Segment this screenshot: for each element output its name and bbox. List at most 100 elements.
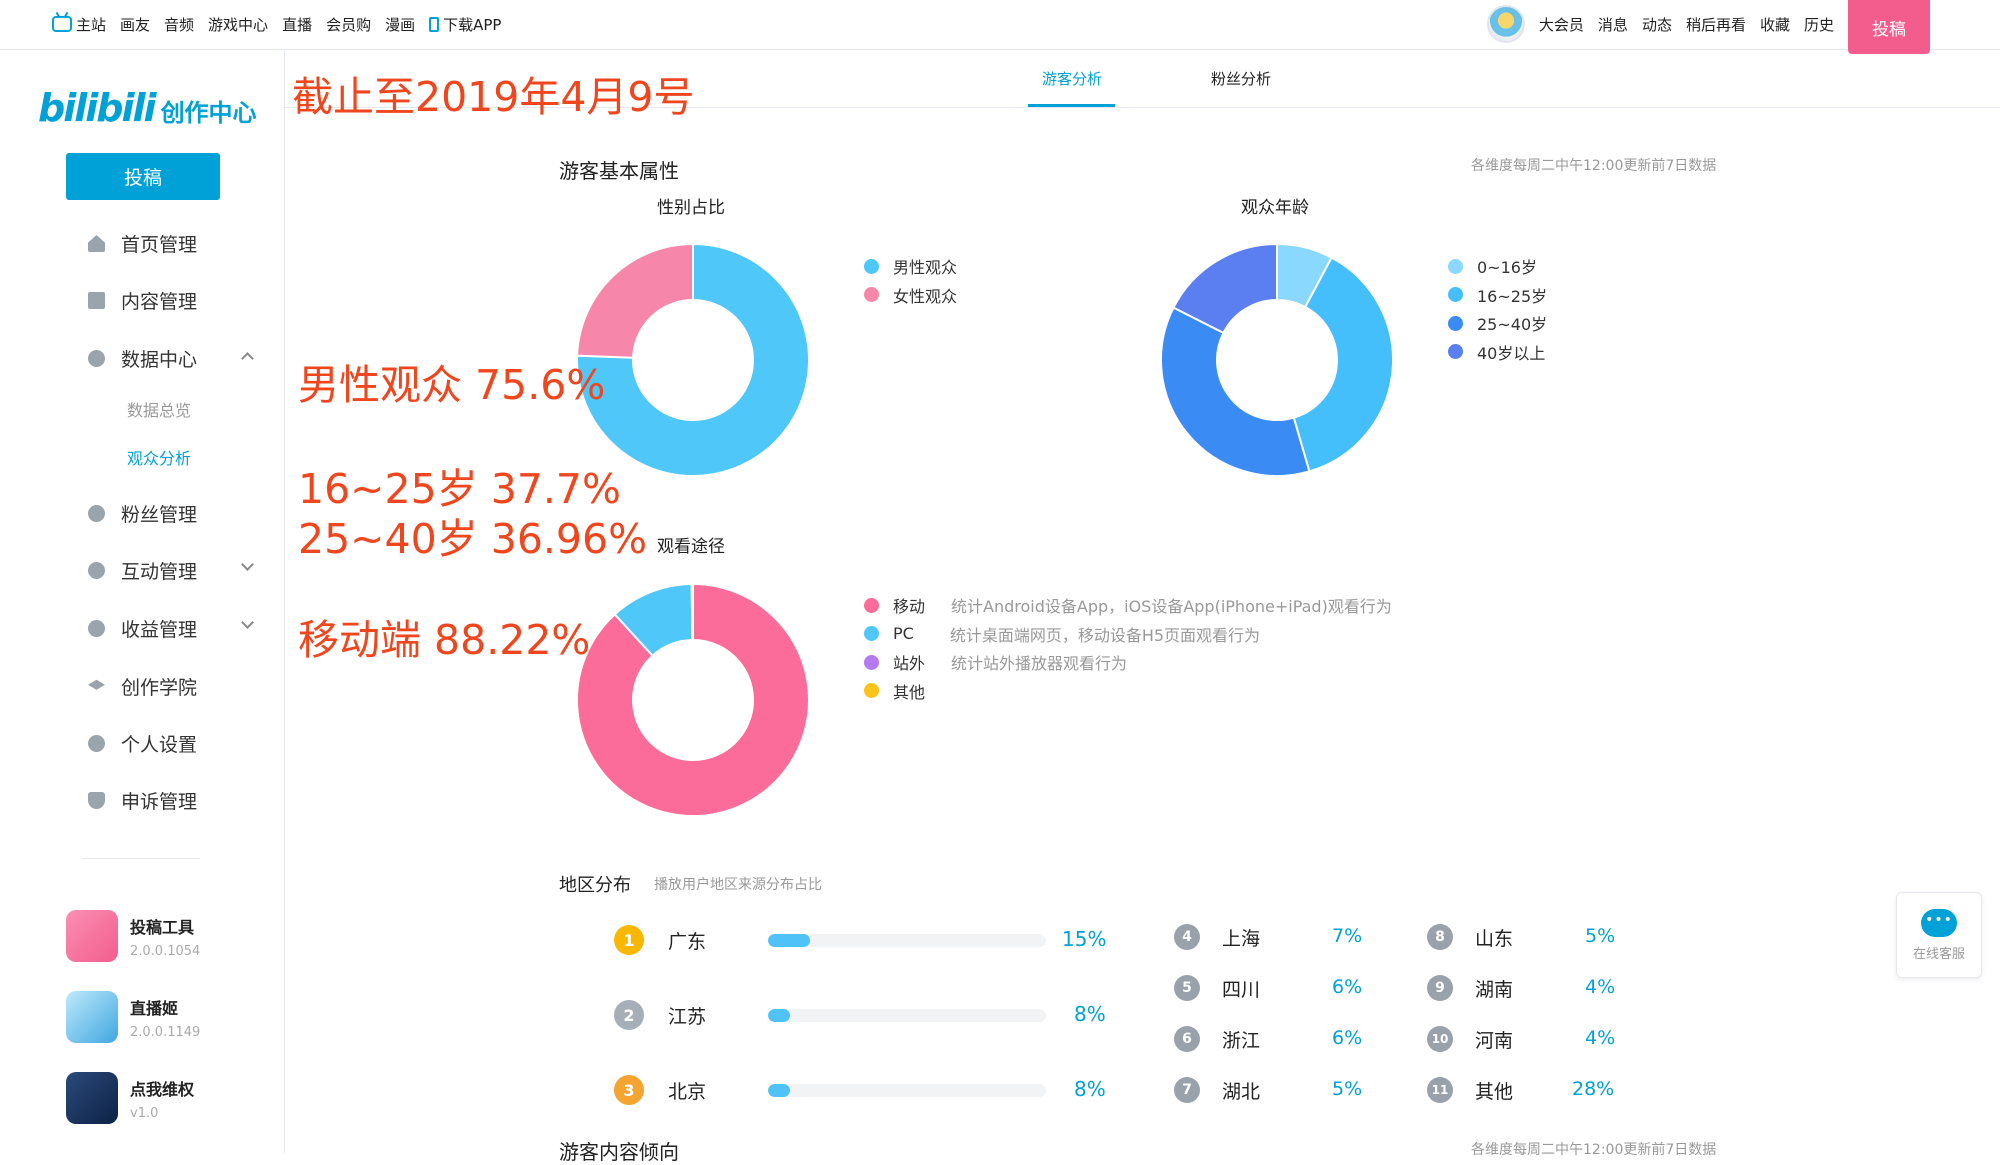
menu-label: 申诉管理: [121, 791, 198, 813]
live-tool-icon: [66, 991, 118, 1043]
nav-label: 直播: [282, 15, 313, 34]
tool-upload[interactable]: 投稿工具 2.0.0.1054: [66, 910, 200, 962]
legend-item-male[interactable]: 男性观众: [864, 252, 957, 281]
region-subtitle: 播放用户地区来源分布占比: [654, 877, 822, 893]
menu-label: 互动管理: [121, 561, 198, 583]
legend-description: 统计Android设备App，iOS设备App(iPhone+iPad)观看行为: [951, 597, 1392, 617]
annotation-date: 截止至2019年4月9号: [292, 73, 695, 121]
menu-appeal[interactable]: 申诉管理: [88, 787, 248, 814]
legend-label: 0~16岁: [1477, 258, 1537, 278]
section-title-region: 地区分布: [559, 875, 631, 896]
nav-messages[interactable]: 消息: [1597, 15, 1628, 34]
menu-content[interactable]: 内容管理: [88, 287, 248, 314]
nav-painter[interactable]: 画友: [120, 14, 150, 35]
region-percent: 5%: [1585, 925, 1616, 947]
donut-slice-移动[interactable]: [576, 582, 810, 817]
gender-legend: 男性观众 女性观众: [864, 252, 957, 309]
region-percent: 28%: [1572, 1078, 1615, 1100]
tabs-divider: [285, 107, 2000, 108]
submenu-data-overview[interactable]: 数据总览: [127, 401, 192, 420]
donut-slice-女性观众[interactable]: [576, 242, 694, 359]
legend-item-mobile[interactable]: 移动 统计Android设备App，iOS设备App(iPhone+iPad)观看…: [864, 591, 1392, 620]
rank-badge: 10: [1427, 1026, 1453, 1052]
menu-label: 粉丝管理: [121, 504, 198, 526]
donut-slice-其他[interactable]: [691, 582, 694, 642]
province-name: 江苏: [668, 1006, 707, 1028]
legend-item-female[interactable]: 女性观众: [864, 281, 957, 310]
menu-settings[interactable]: 个人设置: [88, 730, 248, 757]
menu-label: 个人设置: [121, 734, 198, 756]
home-icon: [88, 235, 105, 252]
legend-item-other[interactable]: 其他: [864, 677, 1392, 706]
menu-interaction[interactable]: 互动管理: [88, 557, 254, 584]
donut-slice-16~25岁[interactable]: [1292, 256, 1394, 473]
nav-manga[interactable]: 漫画: [385, 14, 415, 35]
rank-badge: 5: [1174, 975, 1200, 1001]
nav-audio[interactable]: 音频: [164, 14, 194, 35]
tool-live[interactable]: 直播姬 2.0.0.1149: [66, 991, 200, 1043]
nav-live[interactable]: 直播: [282, 14, 312, 35]
menu-revenue[interactable]: 收益管理: [88, 615, 254, 642]
legend-dot: [1448, 315, 1463, 331]
menu-fans[interactable]: 粉丝管理: [88, 500, 248, 527]
legend-item-age-16-25[interactable]: 16~25岁: [1448, 281, 1547, 310]
province-name: 河南: [1475, 1030, 1514, 1052]
tool-rights[interactable]: 点我维权 v1.0: [66, 1072, 194, 1124]
donut-slice-男性观众[interactable]: [576, 242, 810, 477]
province-name: 其他: [1475, 1081, 1514, 1103]
top-nav: 主站 画友 音频 游戏中心 直播 会员购 漫画 下载APP: [52, 0, 501, 48]
nav-favorites[interactable]: 收藏: [1759, 15, 1790, 34]
channel-donut-chart: [576, 582, 810, 817]
tab-visitor-analysis[interactable]: 游客分析: [1042, 70, 1103, 88]
submenu-audience-analysis[interactable]: 观众分析: [127, 449, 192, 468]
legend-dot: [864, 654, 879, 670]
nav-main-site[interactable]: 主站: [52, 14, 106, 35]
coin-icon: [88, 620, 105, 637]
logo[interactable]: bilibili 创作中心: [38, 88, 257, 128]
legend-item-pc[interactable]: PC 统计桌面端网页，移动设备H5页面观看行为: [864, 620, 1392, 649]
legend-item-external[interactable]: 站外 统计站外播放器观看行为: [864, 648, 1392, 677]
graduation-cap-icon: [88, 679, 105, 690]
nav-shop[interactable]: 会员购: [326, 14, 371, 35]
logo-bilibili: bilibili: [38, 86, 157, 130]
rank-badge: 9: [1427, 975, 1453, 1001]
nav-game-center[interactable]: 游戏中心: [208, 14, 268, 35]
legend-item-age-0-16[interactable]: 0~16岁: [1448, 252, 1547, 281]
menu-label: 首页管理: [121, 234, 198, 256]
region-bar: [768, 1084, 1046, 1097]
nav-history[interactable]: 历史: [1803, 15, 1834, 34]
legend-item-age-40-plus[interactable]: 40岁以上: [1448, 338, 1547, 367]
nav-vip[interactable]: 大会员: [1538, 15, 1584, 34]
nav-dynamics[interactable]: 动态: [1641, 15, 1672, 34]
legend-label: 40岁以上: [1477, 343, 1546, 363]
menu-label: 创作学院: [121, 677, 198, 699]
nav-download-app[interactable]: 下载APP: [429, 14, 501, 35]
nav-label: 音频: [164, 15, 195, 34]
upload-button[interactable]: 投稿: [66, 153, 220, 200]
donut-slice-25~40岁[interactable]: [1160, 306, 1311, 477]
avatar[interactable]: [1486, 5, 1525, 43]
legend-dot: [864, 597, 879, 613]
rank-badge: 3: [614, 1075, 644, 1105]
legend-item-age-25-40[interactable]: 25~40岁: [1448, 309, 1547, 338]
menu-label: 收益管理: [121, 619, 198, 641]
menu-home[interactable]: 首页管理: [88, 230, 248, 257]
rights-tool-icon: [66, 1072, 118, 1124]
nav-watch-later[interactable]: 稍后再看: [1685, 15, 1746, 34]
chevron-down-icon: [241, 616, 254, 629]
upload-button-top[interactable]: 投稿: [1848, 0, 1930, 54]
menu-data-center[interactable]: 数据中心: [88, 345, 254, 372]
tab-fan-analysis[interactable]: 粉丝分析: [1211, 70, 1272, 88]
legend-label: 16~25岁: [1477, 286, 1548, 306]
legend-dot: [864, 287, 879, 303]
update-note-2: 各维度每周二中午12:00更新前7日数据: [1471, 1142, 1717, 1158]
menu-academy[interactable]: 创作学院: [88, 673, 248, 700]
annotation-mobile: 移动端 88.22%: [298, 616, 591, 664]
user-icon: [88, 505, 105, 522]
rank-badge: 11: [1427, 1077, 1453, 1103]
online-service-button[interactable]: 在线客服: [1896, 892, 1982, 978]
top-bar: 主站 画友 音频 游戏中心 直播 会员购 漫画 下载APP 大会员 消息 动态 …: [0, 0, 2000, 54]
rank-badge: 8: [1427, 924, 1453, 950]
upload-tool-icon: [66, 910, 118, 962]
donut-slice-40岁以上[interactable]: [1172, 242, 1278, 335]
